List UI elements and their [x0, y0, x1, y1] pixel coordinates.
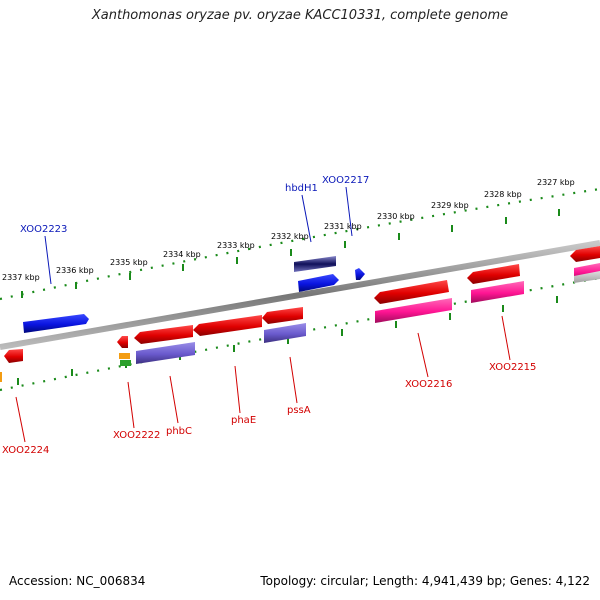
gene-arrow-xoo2216[interactable] [374, 280, 449, 304]
cog-bar-xoo2216 [375, 298, 452, 323]
kbp-label: 2332 kbp [271, 232, 309, 241]
accession-text: Accession: NC_006834 [9, 574, 146, 588]
gene-label-xoo2215[interactable]: XOO2215 [489, 362, 536, 373]
reverse-ruler-ticks [17, 296, 558, 385]
kbp-label: 2330 kbp [377, 212, 415, 221]
genome-backbone [0, 240, 600, 350]
gene-label-xoo2222[interactable]: XOO2222 [113, 430, 160, 441]
gene-arrow-xoo2222[interactable] [117, 336, 128, 348]
gene-label-xoo2217[interactable]: XOO2217 [322, 175, 369, 186]
kbp-labels: 2337 kbp 2336 kbp 2335 kbp 2334 kbp 2333… [2, 178, 575, 282]
gene-arrow-hbdh1[interactable] [298, 274, 339, 292]
kbp-label: 2333 kbp [217, 241, 255, 250]
cog-bar-pssa [264, 323, 306, 343]
gene-orange-fragment [0, 372, 2, 382]
cog-bar-xoo2222-orange [119, 353, 130, 359]
gene-arrow-pssa[interactable] [262, 307, 303, 324]
cog-bar-edge-gray [574, 271, 600, 283]
gene-label-hbdh1[interactable]: hbdH1 [285, 183, 318, 194]
gene-arrow-xoo2223[interactable] [23, 314, 89, 333]
reverse-gene-labels: XOO2224 XOO2222 phbC phaE pssA XOO2216 X… [2, 362, 536, 456]
gene-arrow-xoo2224[interactable] [4, 349, 23, 363]
gene-arrow-xoo2215[interactable] [467, 264, 520, 284]
kbp-label: 2334 kbp [163, 250, 201, 259]
gene-label-xoo2223[interactable]: XOO2223 [20, 224, 67, 235]
kbp-label: 2337 kbp [2, 273, 40, 282]
forward-genes [23, 256, 365, 333]
reverse-genes [0, 246, 600, 382]
gene-label-phae[interactable]: phaE [231, 415, 256, 426]
forward-leader-lines [44, 186, 353, 285]
reverse-leader-lines [15, 315, 511, 443]
kbp-label: 2335 kbp [110, 258, 148, 267]
gene-cog-hbdh1[interactable] [294, 256, 336, 272]
cog-bar-xoo2222-green [120, 360, 131, 366]
topology-summary: Topology: circular; Length: 4,941,439 bp… [260, 574, 590, 588]
reverse-cog-bars [119, 263, 600, 366]
kbp-label: 2331 kbp [324, 222, 362, 231]
gene-label-phbc[interactable]: phbC [166, 426, 192, 437]
kbp-label: 2336 kbp [56, 266, 94, 275]
gene-arrow-xoo2217[interactable] [355, 268, 365, 280]
gene-label-xoo2216[interactable]: XOO2216 [405, 379, 452, 390]
gene-arrow-phae[interactable] [193, 315, 262, 336]
cog-bar-xoo2215 [471, 281, 524, 303]
forward-ruler-ticks [21, 209, 560, 298]
gene-label-pssa[interactable]: pssA [287, 405, 311, 416]
gene-arrow-edge[interactable] [570, 246, 600, 262]
forward-gene-labels: XOO2223 hbdH1 XOO2217 [20, 175, 369, 235]
map-title: Xanthomonas oryzae pv. oryzae KACC10331,… [91, 8, 509, 23]
kbp-label: 2329 kbp [431, 201, 469, 210]
gene-arrow-phbc[interactable] [134, 325, 193, 344]
cog-bar-phbc [136, 342, 195, 364]
gene-label-xoo2224[interactable]: XOO2224 [2, 445, 49, 456]
kbp-label: 2328 kbp [484, 190, 522, 199]
kbp-label: 2327 kbp [537, 178, 575, 187]
